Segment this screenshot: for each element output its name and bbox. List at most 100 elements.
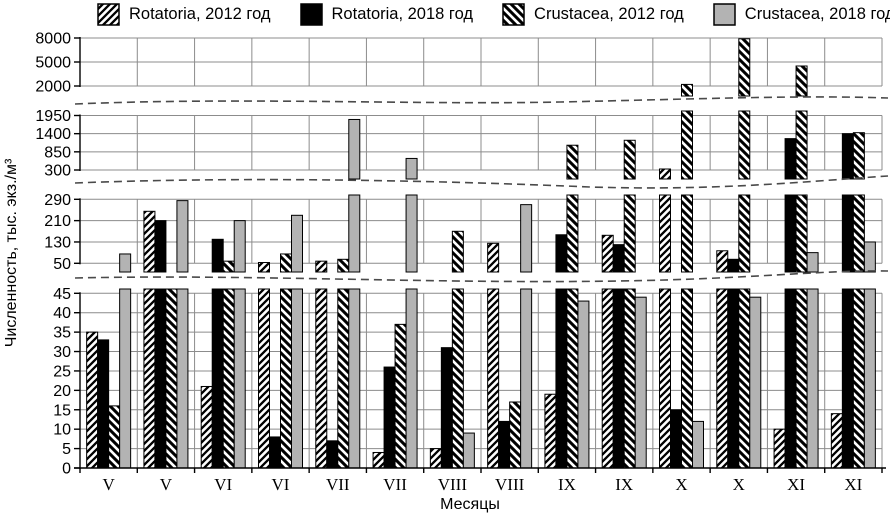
bar	[795, 110, 808, 180]
x-category-label: VII	[383, 475, 407, 494]
bars	[86, 38, 876, 469]
bar	[258, 262, 270, 273]
bar	[555, 288, 568, 469]
bar	[348, 194, 361, 273]
legend-swatch-hatch-up-icon	[97, 3, 120, 26]
bar	[749, 296, 762, 469]
bar	[784, 288, 797, 469]
bar	[681, 194, 693, 273]
y-tick-label: 45	[53, 286, 71, 303]
y-tick-label: 5	[62, 441, 71, 458]
bar	[405, 194, 418, 273]
bar	[211, 288, 224, 469]
bar	[727, 258, 740, 273]
x-category-label: IX	[558, 475, 576, 494]
bar	[337, 288, 350, 469]
bar	[738, 38, 751, 97]
x-category-label: VII	[326, 475, 350, 494]
legend-label: Crustacea, 2018 год	[744, 5, 890, 23]
bar	[795, 194, 808, 273]
bar	[659, 288, 671, 469]
bar	[509, 401, 522, 469]
bar	[670, 409, 682, 469]
bar	[566, 144, 579, 180]
bar	[681, 83, 693, 97]
legend-swatch-black-icon	[299, 3, 323, 26]
bar	[119, 288, 132, 469]
bar	[738, 288, 751, 469]
bar	[566, 288, 579, 469]
bar	[233, 288, 246, 469]
x-category-label: V	[160, 475, 173, 494]
y-tick-label: 210	[44, 213, 71, 230]
bar	[681, 288, 693, 469]
bar	[601, 288, 614, 469]
legend-label: Rotatoria, 2012 год	[129, 5, 271, 23]
bar	[659, 194, 671, 273]
bar	[852, 288, 865, 469]
bar	[498, 420, 511, 469]
y-tick-label: 290	[44, 192, 71, 209]
bar	[211, 238, 224, 273]
bar	[440, 347, 453, 469]
x-category-label: X	[733, 475, 745, 494]
bar	[451, 230, 464, 273]
bar	[176, 288, 189, 469]
bar	[487, 242, 500, 273]
bar	[520, 204, 533, 273]
bar	[692, 420, 704, 469]
y-tick-label: 1400	[35, 126, 71, 143]
bar	[154, 288, 167, 469]
bar	[200, 385, 213, 469]
bar	[280, 253, 292, 273]
legend-label: Rotatoria, 2018 год	[331, 5, 474, 23]
bar	[394, 323, 407, 469]
y-tick-label: 130	[44, 234, 71, 251]
bar	[727, 288, 740, 469]
bar	[405, 288, 418, 469]
axis-break-line	[74, 175, 889, 189]
legend-swatch-gray-icon	[713, 3, 736, 26]
bar	[348, 288, 361, 469]
y-tick-label: 20	[53, 383, 71, 400]
y-tick-label: 5000	[35, 55, 71, 72]
y-tick-label: 15	[53, 402, 71, 419]
bar	[623, 139, 636, 180]
legend-item-2: Rotatoria, 2018 год	[299, 3, 474, 26]
bar	[841, 194, 854, 273]
axis-break-line	[74, 96, 889, 105]
bar	[738, 194, 751, 273]
y-tick-label: 300	[44, 163, 71, 180]
bar	[429, 448, 442, 469]
bar	[716, 288, 729, 469]
bar	[806, 252, 819, 273]
y-tick-label: 50	[53, 256, 71, 273]
bar	[544, 393, 557, 469]
legend-label: Crustacea, 2012 год	[534, 5, 684, 23]
y-tick-label: 35	[53, 325, 71, 342]
x-category-label: IX	[615, 475, 633, 494]
y-tick-label: 1950	[35, 108, 71, 125]
bar	[291, 288, 303, 469]
x-category-label: VI	[214, 475, 232, 494]
bar	[233, 220, 246, 273]
chart-legend: Rotatoria, 2012 год Rotatoria, 2018 год Cr…	[97, 3, 890, 26]
x-category-label: V	[103, 475, 116, 494]
bar	[612, 244, 625, 273]
bar	[86, 331, 99, 469]
bar	[258, 288, 270, 469]
y-tick-label: 0	[62, 461, 71, 478]
bar	[154, 220, 167, 273]
y-axis-title: Численность, тыс. экз./м³	[3, 158, 20, 347]
bar	[773, 428, 786, 469]
bar	[280, 288, 292, 469]
legend-swatch-hatch-down-icon	[502, 3, 525, 26]
y-tick-label: 850	[44, 144, 71, 161]
bar	[383, 366, 396, 469]
x-category-label: VIII	[495, 475, 525, 494]
y-tick-label: 30	[53, 344, 71, 361]
bar	[520, 288, 533, 469]
